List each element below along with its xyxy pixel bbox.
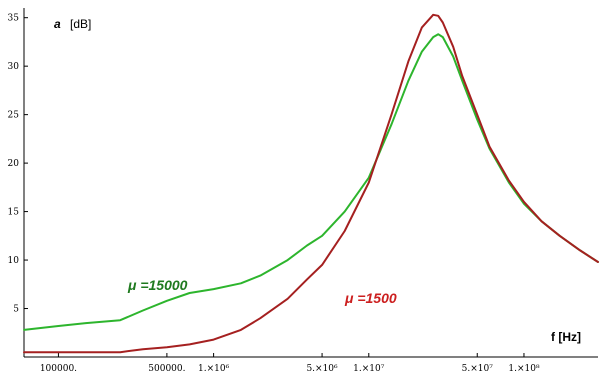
y-axis-label: a [dB] [54, 17, 91, 31]
x-tick-label: 1.×10⁶ [198, 364, 230, 374]
y-axis-label-symbol: a [54, 17, 61, 31]
y-ticks: 5 10 15 20 25 30 35 [8, 14, 28, 315]
x-tick-label: 5.×10⁶ [306, 364, 338, 374]
series-label-text: =15000 [136, 277, 187, 293]
x-tick-label: 100000. [40, 364, 77, 374]
axes [23, 8, 598, 358]
series-line-0 [23, 33, 599, 331]
x-tick-label: 5.×10⁷ [462, 364, 494, 374]
x-tick-label: 1.×10⁷ [353, 364, 385, 374]
series-label-symbol: μ [344, 290, 354, 306]
series-line-1 [23, 13, 599, 354]
x-tick-label: 1.×10⁸ [508, 364, 540, 374]
x-tick-label: 500000. [148, 364, 185, 374]
y-tick-label: 5 [13, 305, 19, 315]
x-axis-label: f [Hz] [551, 330, 581, 344]
series-label-symbol: μ [127, 277, 137, 293]
series-label-mu-1500: μ =1500 [344, 290, 397, 306]
x-ticks: 100000. 500000. 1.×10⁶ 5.×10⁶ 1.×10⁷ 5.×10⁷ 1.… [40, 353, 540, 374]
y-axis-label-unit: [dB] [70, 17, 91, 31]
y-tick-label: 35 [8, 14, 20, 24]
series-label-mu-15000: μ =15000 [127, 277, 188, 293]
y-tick-label: 25 [8, 111, 20, 121]
series-lines [23, 13, 599, 354]
series-label-text: =1500 [353, 290, 396, 306]
y-tick-label: 20 [8, 159, 20, 169]
y-tick-label: 15 [8, 208, 20, 218]
y-tick-label: 30 [8, 62, 20, 72]
y-tick-label: 10 [8, 256, 20, 266]
